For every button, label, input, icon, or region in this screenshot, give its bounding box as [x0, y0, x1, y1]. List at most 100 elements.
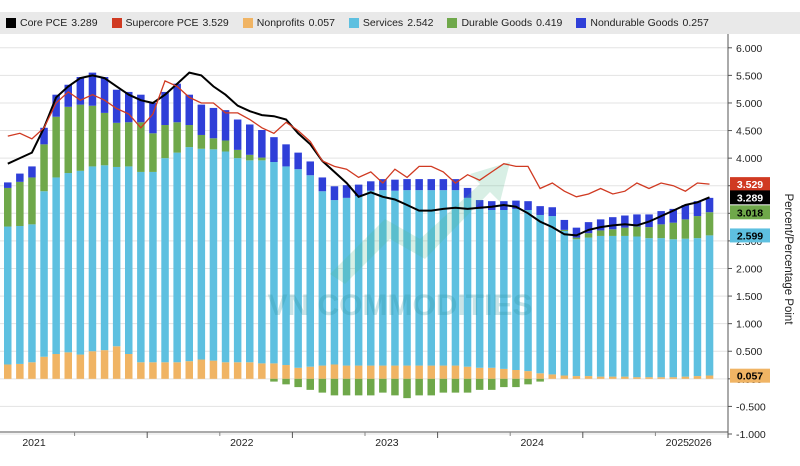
legend-value: 2.542 [407, 17, 434, 29]
bar-segment-nondurable-goods [524, 201, 532, 210]
bar-segment-nonprofits [209, 360, 218, 379]
bar-segment-nondurable-goods [681, 205, 690, 220]
legend-value: 3.289 [71, 17, 98, 29]
legend-swatch [447, 18, 458, 28]
bar-segment-nonprofits [609, 376, 617, 379]
bar-segment-durable-goods [693, 216, 702, 239]
bar-segment-durable-goods [246, 154, 254, 161]
watermark-arrow-icon [330, 162, 510, 284]
bar-segment-nonprofits [379, 365, 387, 379]
bar-segment-durable-goods [137, 122, 145, 172]
bar-segment-services [342, 197, 351, 366]
bar-segment-nonprofits [451, 365, 460, 379]
bar-segment-nondurable-goods [391, 179, 399, 191]
bar-segment-services [488, 210, 496, 368]
bar-segment-nonprofits [439, 365, 448, 379]
bar-segment-nondurable-goods [512, 200, 520, 209]
bar-segment-nonprofits [536, 373, 544, 379]
legend-label: Nonprofits [256, 17, 305, 29]
y-tick-label: 5.500 [736, 70, 762, 82]
bar-segment-services [415, 190, 423, 366]
bar-segment-nonprofits [270, 363, 278, 379]
chart-legend: Core PCE 3.289 Supercore PCE 3.529 Nonpr… [0, 12, 800, 34]
bar-segment-nondurable-goods [379, 179, 387, 191]
bar-segment-nonprofits [403, 365, 411, 379]
bar-segment-durable-goods [306, 378, 314, 390]
watermark: VN COMMODITIES [267, 162, 533, 322]
bar-segment-durable-goods [40, 144, 48, 192]
bar-segment-nonprofits [306, 366, 314, 379]
bar-segment-services [657, 238, 665, 378]
bar-segment-nondurable-goods [342, 185, 351, 198]
bar-segment-nondurable-goods [584, 222, 593, 234]
y-tick-label: -1.000 [736, 429, 766, 441]
legend-item-nonprofits[interactable]: Nonprofits 0.057 [242, 17, 335, 29]
bar-segment-nonprofits [475, 367, 484, 379]
legend-item-durable-goods[interactable]: Durable Goods 0.419 [447, 17, 562, 29]
y-tick-label: 4.500 [736, 126, 762, 138]
bar-segment-nonprofits [342, 365, 351, 379]
bar-segment-durable-goods [112, 122, 121, 167]
value-label-text: 0.057 [737, 371, 763, 383]
watermark-text: VN COMMODITIES [267, 289, 532, 322]
bar-segment-services [270, 162, 278, 364]
bar-segment-nondurable-goods [258, 130, 266, 158]
bar-segment-services [161, 158, 169, 363]
bar-segment-durable-goods [403, 378, 411, 399]
bar-segment-nondurable-goods [415, 179, 423, 191]
bar-segment-durable-goods [379, 378, 387, 393]
legend-item-core-pce[interactable]: Core PCE 3.289 [6, 17, 98, 29]
bar-segment-nonprofits [645, 377, 653, 379]
bar-segment-nondurable-goods [403, 179, 411, 191]
bar-segment-durable-goods [463, 378, 472, 393]
bar-segment-nondurable-goods [705, 197, 714, 213]
bar-segment-services [512, 208, 520, 370]
bar-segment-durable-goods [185, 125, 193, 148]
legend-item-supercore-pce[interactable]: Supercore PCE 3.529 [111, 17, 229, 29]
bar-segment-nondurable-goods [427, 179, 435, 191]
bar-segment-durable-goods [681, 219, 690, 239]
legend-item-services[interactable]: Services 2.542 [348, 17, 434, 29]
bar-segment-nonprofits [246, 362, 254, 379]
bar-segment-services [28, 224, 36, 363]
bar-segment-nondurable-goods [475, 200, 484, 209]
bar-segment-nonprofits [233, 362, 242, 379]
bar-segment-nonprofits [415, 365, 423, 379]
bar-segment-nonprofits [354, 365, 363, 379]
bar-segment-nonprofits [149, 362, 157, 379]
bar-segment-nonprofits [705, 375, 714, 379]
bar-segment-nonprofits [197, 359, 206, 379]
bar-segment-nonprofits [64, 352, 72, 379]
bar-segment-durable-goods [64, 106, 72, 174]
bar-segment-nondurable-goods [221, 110, 230, 141]
bar-segment-services [16, 226, 24, 364]
legend-swatch [6, 18, 16, 28]
bar-segment-nondurable-goods [693, 201, 702, 217]
bar-segment-services [40, 191, 48, 357]
bar-segment-nondurable-goods [596, 219, 605, 231]
bar-segment-services [451, 190, 460, 366]
bar-segment-services [149, 171, 157, 363]
bar-segment-nondurable-goods [64, 84, 72, 107]
legend-label: Nondurable Goods [590, 17, 679, 29]
bar-segment-services [282, 166, 290, 366]
y-tick-label: 2.000 [736, 263, 762, 275]
bar-segment-services [379, 190, 387, 366]
bar-segment-durable-goods [657, 224, 665, 239]
bar-segment-durable-goods [596, 230, 605, 236]
x-tick-label: 2022 [230, 437, 254, 449]
bar-segment-services [560, 230, 569, 376]
bar-segment-durable-goods [76, 104, 85, 171]
bar-segment-services [572, 239, 581, 377]
bar-segment-services [584, 237, 593, 377]
value-label-box [730, 205, 770, 220]
bar-segment-durable-goods [488, 378, 496, 390]
bar-segment-services [185, 147, 193, 362]
x-tick-label: 2023 [375, 437, 399, 449]
legend-item-nondurable-goods[interactable]: Nondurable Goods 0.257 [576, 17, 709, 29]
bar-segment-durable-goods [282, 378, 290, 385]
bar-segment-durable-goods [88, 105, 97, 167]
bar-segment-nonprofits [16, 363, 24, 379]
bar-segment-nondurable-goods [233, 119, 242, 150]
bar-segment-services [693, 238, 702, 377]
